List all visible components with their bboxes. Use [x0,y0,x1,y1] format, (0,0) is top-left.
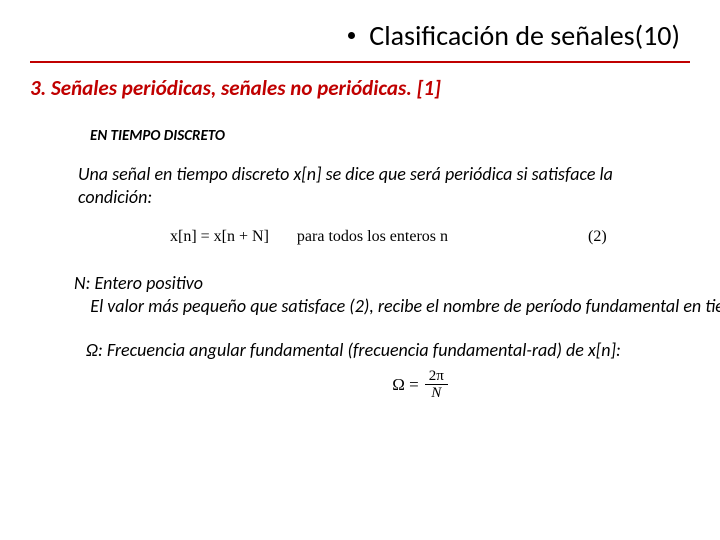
title-row: Clasificación de señales(10) [30,18,690,53]
bullet-icon [348,32,355,39]
equation-2-rhs: para todos los enteros n [297,228,448,246]
slide-container: Clasificación de señales(10) 3. Señales … [0,0,720,540]
equation-2-label: (2) [588,228,607,246]
subheading: EN TIEMPO DISCRETO [90,127,690,145]
note-line1: N: Entero positivo [74,272,203,294]
note-block: N: Entero positivo El valor más pequeño … [74,272,660,319]
note-line2: El valor más pequeño que satisface (2), … [74,295,720,317]
equation-2-lhs: x[n] = x[n + N] [170,228,269,246]
omega-denominator: N [427,385,445,402]
divider-line [30,61,690,63]
omega-numerator: 2π [425,368,448,386]
omega-text: Ω: Frecuencia angular fundamental (frecu… [86,339,660,362]
equation-2: x[n] = x[n + N] para todos los enteros n… [170,228,690,246]
omega-fraction: 2π N [425,368,448,402]
omega-equation: Ω = 2π N [150,368,690,402]
slide-title: Clasificación de señales(10) [369,18,680,53]
section-heading: 3. Señales periódicas, señales no periód… [30,75,690,101]
omega-eq-lhs: Ω = [392,375,418,395]
intro-text: Una señal en tiempo discreto x[n] se dic… [78,163,660,210]
